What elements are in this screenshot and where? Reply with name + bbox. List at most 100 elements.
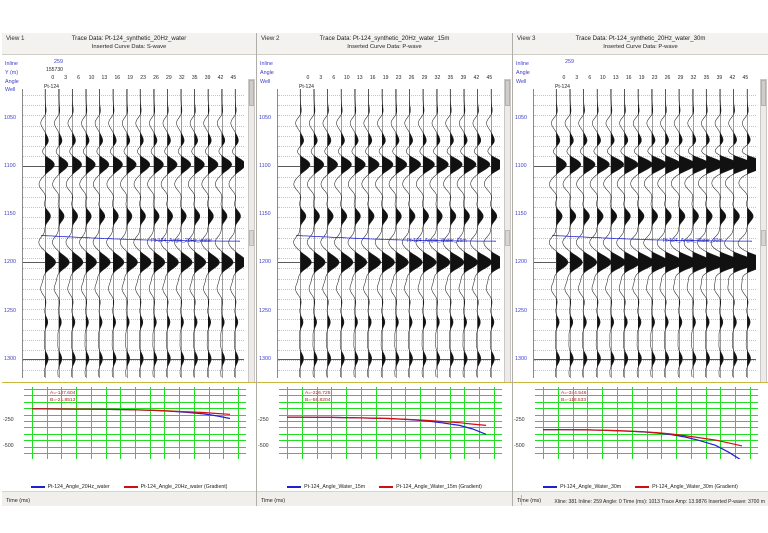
pane-1-time-axis-label: Time (ms) <box>6 498 31 504</box>
trace-baseline <box>733 89 735 378</box>
depth-label-1100: 1100 <box>259 163 271 170</box>
pane-2-legend-item-curve[interactable]: Pt-124_Angle_Water_15m <box>287 484 365 490</box>
trace-baseline <box>313 89 315 378</box>
crossplot-gridline-v <box>616 387 618 459</box>
legend-swatch-red-icon <box>123 486 138 488</box>
horizon-line <box>23 358 244 360</box>
gridline-minor <box>534 176 756 178</box>
pane-1-wiggle-plot[interactable]: 1050 1100 1150 1200 1250 1300 Pt-124_Angle_20H… <box>4 89 244 378</box>
angle-tick-6: 6 <box>588 75 592 81</box>
crossplot-gridline-v <box>32 387 33 459</box>
gridline-minor <box>23 248 244 249</box>
gridline-minor <box>534 207 756 209</box>
gridline-minor <box>278 370 500 372</box>
pane-2-crossplot[interactable]: A=-226.725 B=-58.8204 -250 -500 <box>258 387 502 459</box>
legend-swatch-blue-icon <box>543 486 558 488</box>
trace-baseline <box>624 89 626 378</box>
wiggle-traces <box>548 89 756 378</box>
horizon-line <box>278 358 500 360</box>
gridline-minor <box>278 115 500 117</box>
pane-1-header: View 1 Trace Data: Pt-124_synthetic_20Hz… <box>2 33 256 55</box>
trace-baseline <box>719 89 721 378</box>
angle-tick-19: 19 <box>638 75 645 81</box>
crossplot-gridline-v <box>676 387 678 459</box>
scrollbar-thumb[interactable] <box>249 80 254 106</box>
trace-baseline <box>300 89 302 378</box>
gridline-minor <box>23 288 244 290</box>
scrollbar-grip[interactable] <box>249 230 254 246</box>
gridline-minor <box>278 227 500 229</box>
trace-baseline <box>140 89 142 378</box>
pane-3-crossplot-area[interactable]: A=-344.546 B=-118.533 -250 -500 Pt-124_An… <box>513 382 768 506</box>
scrollbar-grip[interactable] <box>505 230 510 246</box>
pane-1-legend-item-gradient[interactable]: Pt-124_Angle_20Hz_water (Gradient) <box>123 484 227 490</box>
pane-1-crossplot-area[interactable]: A=-147.604 B=-21.8513 -250 -500 Pt-124_An… <box>2 382 256 506</box>
scrollbar-thumb[interactable] <box>761 80 766 106</box>
crossplot-series-0 <box>543 428 741 459</box>
pane-2-crossplot-area[interactable]: A=-226.725 B=-58.8204 -250 -500 Pt-124_An… <box>257 382 512 506</box>
angle-tick-42: 42 <box>729 75 736 81</box>
pane-3-vertical-scrollbar[interactable] <box>760 79 767 404</box>
gridline-minor <box>534 248 756 249</box>
gridline-minor <box>534 217 756 219</box>
depth-label-1250: 1250 <box>259 307 271 314</box>
pane-1-crossplot[interactable]: A=-147.604 B=-21.8513 -250 -500 <box>3 387 246 459</box>
pane-2-wiggle-plot[interactable]: 1050 1100 1150 1200 1250 1300 Pt-124_Angle_Wat… <box>259 89 500 378</box>
trace-baseline <box>354 89 356 378</box>
pane-2-legend-item-gradient[interactable]: Pt-124_Angle_Water_15m (Gradient) <box>379 484 482 490</box>
view-pane-1[interactable]: View 1 Trace Data: Pt-124_synthetic_20Hz… <box>2 33 256 506</box>
pane-3-wiggle-plot[interactable]: 1050 1100 1150 1200 1250 1300 Pt-124_Angle_Wat… <box>515 89 756 378</box>
pane-3-crossplot[interactable]: A=-344.546 B=-118.533 -250 -500 <box>514 387 758 459</box>
pane-1-trace-data-title: Trace Data: Pt-124_synthetic_20Hz_water <box>71 35 187 42</box>
axis-name-angle: Angle <box>5 78 19 85</box>
pane-1-vertical-scrollbar[interactable] <box>248 79 255 404</box>
angle-tick-42: 42 <box>217 75 224 81</box>
axis-name-y: Y (m) <box>5 69 19 76</box>
crossplot-series-1 <box>32 408 231 415</box>
crossplot-gridline-v <box>449 387 451 459</box>
depth-label-1150: 1150 <box>515 211 527 218</box>
gridline-minor <box>278 329 500 331</box>
gridline-minor <box>278 135 500 137</box>
pane-1-seismic-display[interactable]: Inline Y (m) Angle Well 259 155730 Pt-12… <box>2 55 256 404</box>
trace-baseline <box>610 89 612 378</box>
view-pane-2[interactable]: View 2 Trace Data: Pt-124_synthetic_20Hz… <box>256 33 512 506</box>
pane-2-seismic-display[interactable]: Inline Angle Well Pt-124 0 3 6 10 13 16 19 23 26… <box>257 55 512 404</box>
angle-tick-26: 26 <box>664 75 671 81</box>
pane-2-view-label: View 2 <box>261 35 280 42</box>
crossplot-curves <box>543 428 743 459</box>
y-coordinate-value: 155730 <box>46 67 63 73</box>
gridline-minor <box>278 248 500 249</box>
pane-3-legend-item-gradient[interactable]: Pt-124_Angle_Water_30m (Gradient) <box>635 484 738 490</box>
crossplot-gridline-v <box>61 387 63 459</box>
gridline-minor <box>23 197 244 198</box>
pane-1-legend-item-curve[interactable]: Pt-124_Angle_20Hz_water <box>30 484 110 490</box>
trace-baseline <box>638 89 640 378</box>
crossplot-gridline-v <box>420 387 422 459</box>
pane-3-legend-item-curve[interactable]: Pt-124_Angle_Water_30m <box>543 484 621 490</box>
gridline-minor <box>23 339 244 341</box>
gridline-minor <box>23 115 244 117</box>
pane-1-a-value: A=-147.604 <box>50 391 76 396</box>
gridline-minor <box>23 278 244 280</box>
depth-label-1250: 1250 <box>4 307 16 314</box>
scrollbar-thumb[interactable] <box>505 80 510 106</box>
crossplot-y-label-neg500: -500 <box>258 442 269 449</box>
trace-baseline <box>463 89 465 378</box>
angle-tick-45: 45 <box>486 75 493 81</box>
angle-tick-16: 16 <box>114 75 121 81</box>
crossplot-gridline-v <box>661 387 663 459</box>
angle-tick-26: 26 <box>153 75 159 81</box>
pane-3-legend-label-curve: Pt-124_Angle_Water_30m <box>560 484 622 490</box>
pane-2-vertical-scrollbar[interactable] <box>504 79 511 404</box>
crossplot-gridline-v <box>572 387 574 459</box>
axis-name-inline: Inline <box>516 61 529 67</box>
crossplot-gridline-v <box>646 387 648 459</box>
crossplot-gridline-v <box>238 387 239 459</box>
angle-tick-13: 13 <box>356 75 363 81</box>
pane-3-header: View 3 Trace Data: Pt-124_synthetic_20Hz… <box>513 33 768 55</box>
horizon-line <box>534 358 756 360</box>
scrollbar-grip[interactable] <box>761 230 766 246</box>
view-pane-3[interactable]: View 3 Trace Data: Pt-124_synthetic_20Hz… <box>512 33 768 506</box>
pane-3-seismic-display[interactable]: Inline Angle Well 259 Pt-124 0 3 6 10 13 16 19… <box>513 55 768 404</box>
